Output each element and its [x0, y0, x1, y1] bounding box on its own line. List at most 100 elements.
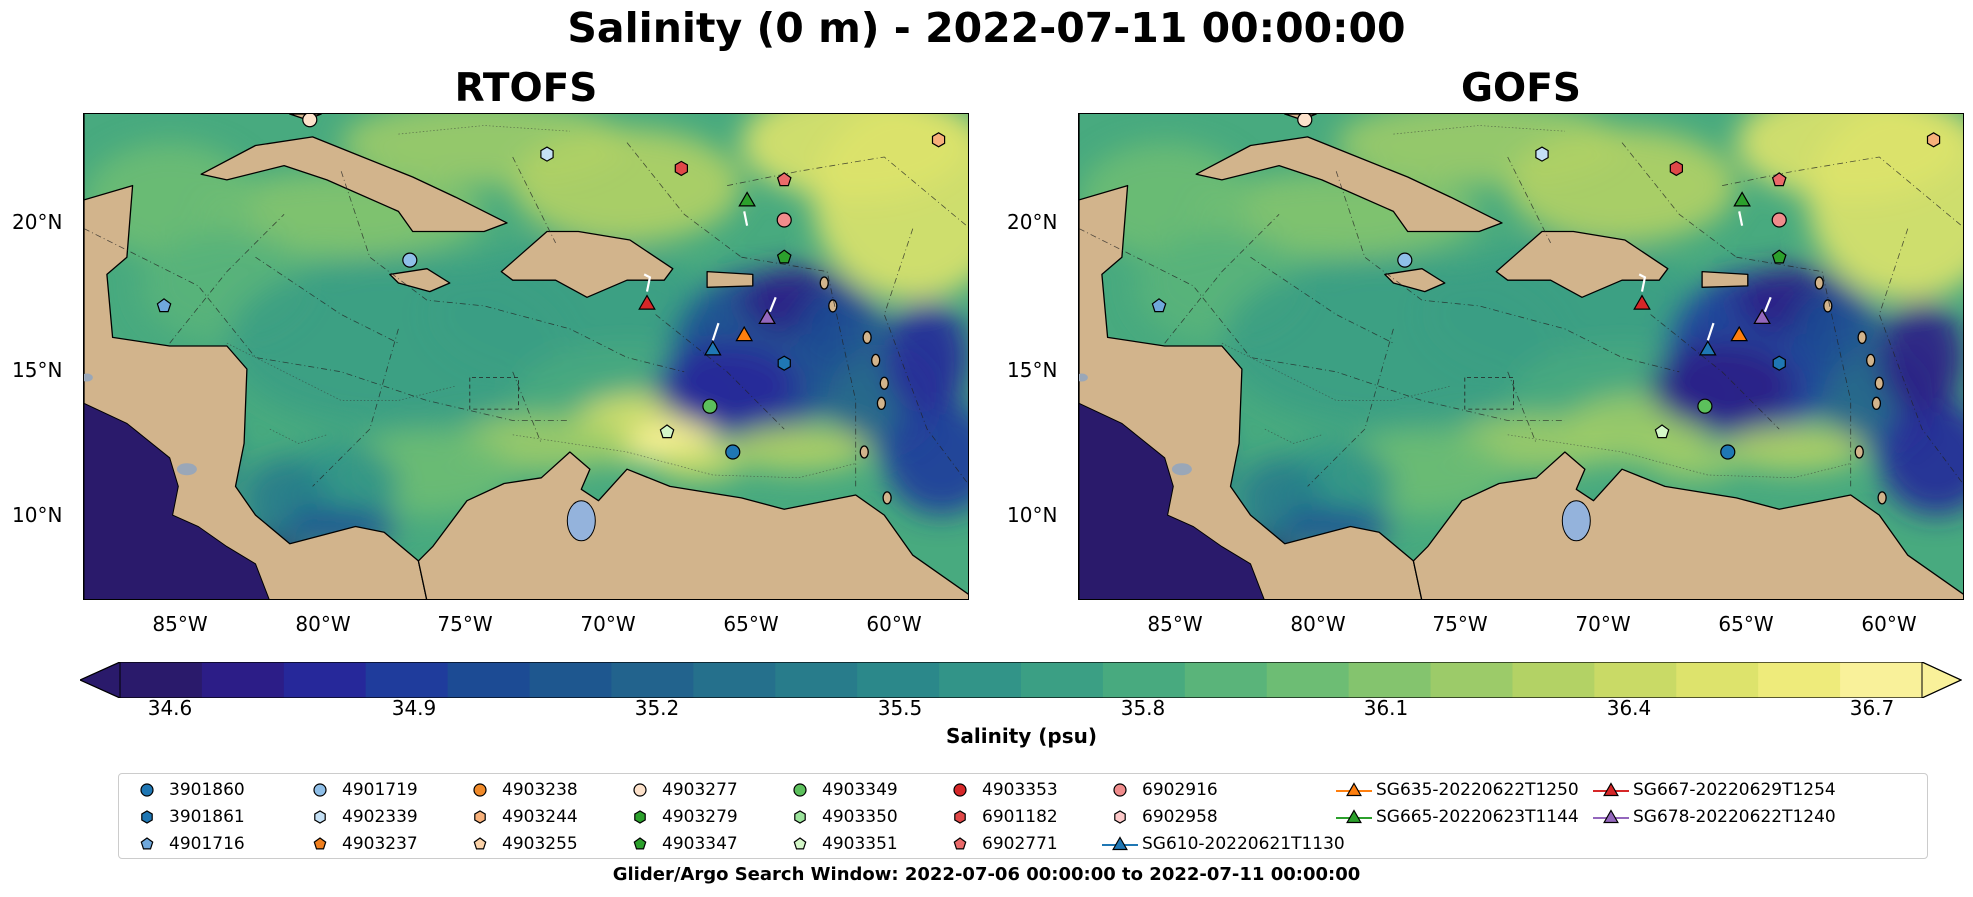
colorbar-segment: [775, 662, 858, 698]
argo-float-4903244: [1926, 132, 1941, 148]
legend-marker-triangle: [1603, 782, 1619, 797]
legend-marker: [473, 837, 487, 850]
legend-marker: [953, 783, 967, 797]
glider-SG678-20220622T1240: [758, 308, 776, 324]
colorbar-extend-high: [1921, 662, 1962, 698]
legend-marker-pentagon: [313, 837, 327, 850]
pacific-ocean: [84, 402, 270, 599]
colorbar-segment: [1512, 662, 1595, 698]
colorbar-segment: [693, 662, 776, 698]
xtick-right-85w: 85°W: [1147, 612, 1203, 636]
legend-label: 4903237: [342, 834, 418, 854]
legend-marker-pentagon: [473, 837, 487, 850]
xtick-right-65w: 65°W: [1718, 612, 1774, 636]
xtick-left-70w: 70°W: [580, 612, 636, 636]
legend-marker: [1593, 782, 1629, 797]
legend-marker: [634, 810, 646, 824]
legend-marker: [953, 837, 967, 850]
legend-marker: [1102, 836, 1138, 851]
eez-box: [469, 377, 519, 410]
colorbar-segment: [611, 662, 694, 698]
glider-SG665-20220623T1144: [1733, 191, 1751, 207]
colorbar-segment: [120, 662, 203, 698]
xtick-right-75w: 75°W: [1432, 612, 1488, 636]
argo-float-4903244: [931, 132, 946, 148]
hispaniola: [1495, 230, 1669, 298]
colorbar-segment: [529, 662, 613, 698]
argo-float-4903277: [302, 114, 318, 128]
legend-marker: [633, 837, 647, 850]
legend-marker-triangle: [1346, 782, 1362, 797]
colorbar-segment: [1758, 662, 1841, 698]
legend-marker-circle: [633, 783, 647, 797]
legend-marker-triangle: [1346, 809, 1362, 824]
argo-float-4903347: [776, 249, 792, 264]
colorbar-extend-low: [80, 662, 121, 698]
jamaica: [1384, 268, 1446, 293]
eez-box: [1464, 377, 1514, 410]
map-rtofs-canvas: [84, 114, 968, 599]
colorbar-segment: [447, 662, 531, 698]
legend-marker-hexagon: [1114, 810, 1126, 824]
glider-SG635-20220622T1250: [1730, 325, 1749, 342]
legend-marker-hexagon: [474, 810, 486, 824]
glider-tracks: [1638, 211, 1772, 341]
lake-nicaragua: [1171, 463, 1192, 476]
legend-marker: [1336, 809, 1372, 824]
lake-nicaragua: [176, 463, 197, 476]
bathymetry-contours: [1221, 125, 1851, 479]
legend-marker: [314, 810, 326, 824]
legend-marker-circle: [953, 783, 967, 797]
legend-marker-pentagon: [793, 837, 807, 850]
colorbar-label: Salinity (psu): [945, 724, 1097, 748]
legend-marker-circle: [473, 783, 487, 797]
colorbar-segment: [1102, 662, 1186, 698]
colorbar-segment: [201, 662, 285, 698]
colorbar-segment: [1594, 662, 1677, 698]
cb-tick-5: 36.1: [1363, 696, 1409, 720]
colorbar-segment: [1021, 662, 1104, 698]
legend-label: 4903347: [662, 834, 738, 854]
legend-marker: [313, 837, 327, 850]
argo-float-4903351: [659, 424, 675, 439]
cb-tick-6: 36.4: [1606, 696, 1652, 720]
legend-label: SG678-20220622T1240: [1633, 807, 1836, 827]
argo-float-6902916: [1771, 212, 1787, 228]
legend-marker: [141, 810, 153, 824]
glider-SG610-20220621T1130: [1698, 340, 1717, 356]
lake: [84, 373, 93, 382]
hispaniola: [500, 230, 674, 298]
ytick-left-10n: 10°N: [12, 503, 63, 527]
legend-marker-circle: [140, 783, 154, 797]
legend-marker: [633, 783, 647, 797]
argo-float-3901861: [1772, 355, 1786, 371]
legend-label: SG635-20220622T1250: [1376, 780, 1579, 800]
argo-float-6902916: [776, 212, 792, 228]
cb-tick-1: 34.9: [391, 696, 437, 720]
lake-maracaibo: [566, 500, 596, 542]
legend-label: SG667-20220629T1254: [1633, 780, 1836, 800]
legend-label: 4903279: [662, 807, 738, 827]
lesser-antilles-island: [1857, 330, 1867, 345]
xtick-left-65w: 65°W: [723, 612, 779, 636]
jamaica: [389, 268, 451, 293]
argo-float-4901719: [402, 252, 418, 268]
legend-label: 4903350: [822, 807, 898, 827]
xtick-left-85w: 85°W: [152, 612, 208, 636]
legend-marker: [140, 783, 154, 797]
legend-marker-hexagon: [314, 810, 326, 824]
legend-label: 4901719: [342, 780, 418, 800]
argo-float-6902771: [1771, 172, 1787, 187]
colorbar-segment: [1430, 662, 1514, 698]
legend-label: 4903353: [982, 780, 1058, 800]
south-america: [417, 451, 968, 599]
legend-marker: [474, 810, 486, 824]
legend-marker-circle: [1113, 783, 1127, 797]
legend-marker-triangle: [1112, 836, 1128, 851]
argo-float-4903349: [702, 398, 718, 414]
legend-label: 4901716: [169, 834, 245, 854]
legend-marker: [793, 783, 807, 797]
glider-SG665-20220623T1144: [738, 191, 756, 207]
legend-label: SG665-20220623T1144: [1376, 807, 1579, 827]
legend-marker-hexagon: [141, 810, 153, 824]
